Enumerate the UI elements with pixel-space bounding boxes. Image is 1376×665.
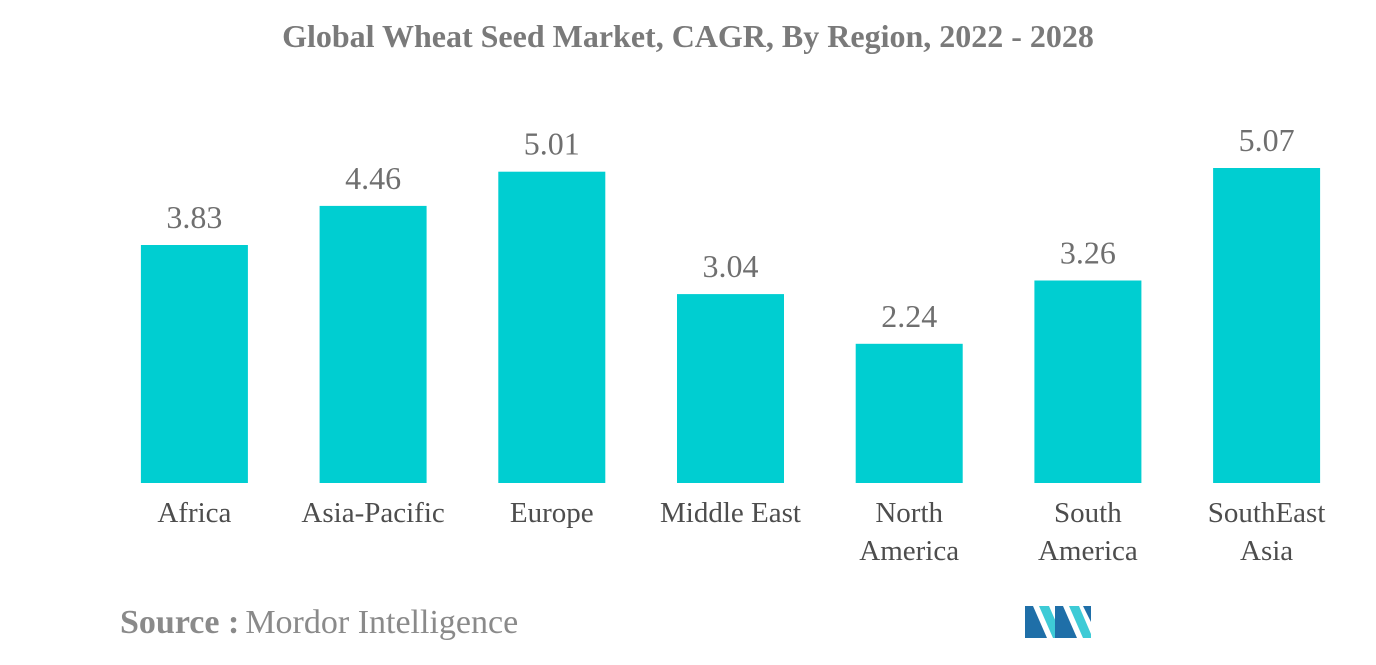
- mordor-intelligence-logo-icon: [1025, 606, 1091, 638]
- bar-value-label-5: 3.26: [1060, 235, 1116, 271]
- x-tick-labels-group: Africa Asia-Pacific Europe Middle East North…: [157, 497, 1325, 567]
- x-tick-label-6: SouthEast Asia: [1208, 497, 1326, 567]
- bar-value-label-3: 3.04: [703, 248, 759, 284]
- bar-chart: 3.83 4.46 5.01 3.04 2.24 3.26 5.07 Africa Asia-…: [140, 122, 1325, 567]
- bar-value-label-6: 5.07: [1239, 122, 1295, 158]
- bar-6: [1213, 168, 1321, 483]
- source-label: Source :: [120, 604, 240, 641]
- bar-4: [855, 343, 963, 483]
- bar-value-label-0: 3.83: [166, 199, 222, 235]
- bar-2: [498, 171, 606, 483]
- bar-0: [140, 245, 248, 483]
- bar-value-label-2: 5.01: [524, 126, 580, 162]
- x-tick-label-4: North America: [859, 497, 959, 567]
- chart-title: Global Wheat Seed Market, CAGR, By Regio…: [282, 18, 1094, 54]
- bar-3: [677, 294, 784, 483]
- source-text: Mordor Intelligence: [245, 604, 519, 641]
- bar-1: [319, 205, 427, 483]
- source-note: Source : Mordor Intelligence: [120, 604, 518, 642]
- bar-value-label-1: 4.46: [345, 160, 401, 196]
- bar-5: [1034, 280, 1142, 483]
- value-labels-group: 3.83 4.46 5.01 3.04 2.24 3.26 5.07: [166, 122, 1294, 334]
- x-tick-label-2: Europe: [510, 497, 594, 529]
- x-tick-label-5: South America: [1038, 497, 1138, 567]
- x-tick-label-3: Middle East: [660, 497, 801, 529]
- bar-value-label-4: 2.24: [881, 298, 937, 334]
- bars-group: [140, 168, 1321, 483]
- x-tick-label-0: Africa: [157, 497, 231, 529]
- x-tick-label-1: Asia-Pacific: [301, 497, 444, 529]
